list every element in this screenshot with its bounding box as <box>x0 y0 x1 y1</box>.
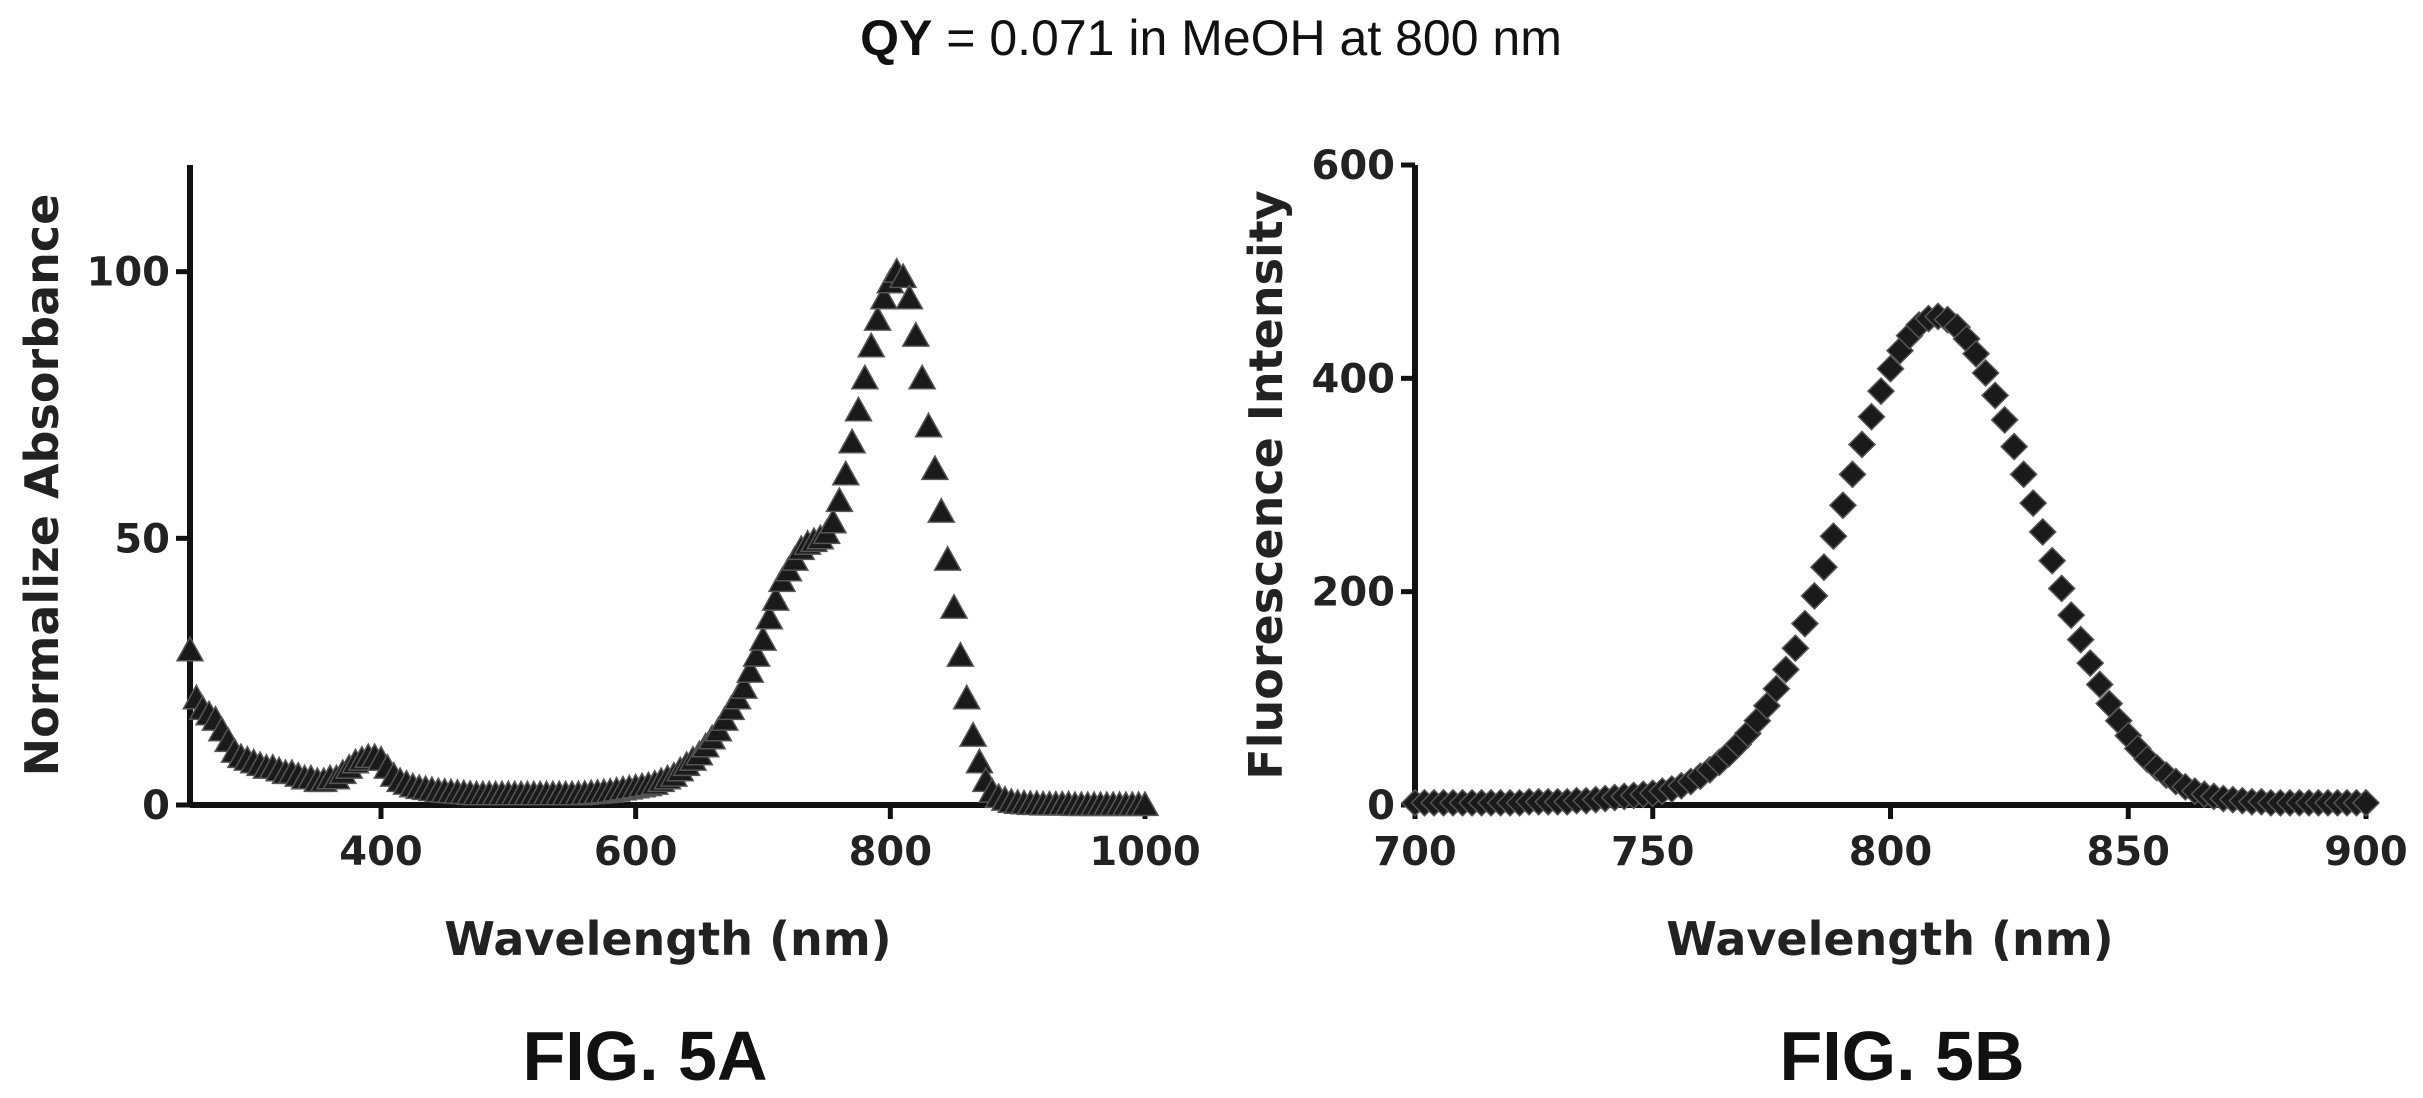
y-tick-label: 400 <box>1312 356 1396 402</box>
data-point <box>175 635 205 662</box>
panel-a-figure-label: FIG. 5A <box>522 1017 767 1095</box>
data-point <box>1762 674 1791 703</box>
data-point <box>946 641 975 667</box>
panel-b-x-axis-label: Wavelength (nm) <box>1666 912 2113 966</box>
data-point <box>1857 402 1886 431</box>
y-tick-label: 0 <box>1367 783 1395 829</box>
data-point <box>958 721 988 747</box>
data-point <box>831 459 861 486</box>
data-point <box>2076 649 2105 678</box>
data-point <box>869 283 899 310</box>
x-tick-label: 1000 <box>1089 829 1200 875</box>
data-point <box>825 486 854 513</box>
data-point <box>748 625 778 651</box>
panel-a: 0 50 100 400 600 800 1000 Wavelength (nm) Nor… <box>15 165 1201 1095</box>
data-point <box>1971 358 2000 388</box>
data-point <box>952 683 982 710</box>
data-point <box>1771 655 1800 684</box>
x-tick-label: 850 <box>2087 829 2171 875</box>
data-point <box>2038 546 2067 575</box>
data-point <box>755 603 784 630</box>
y-tick-label: 200 <box>1312 570 1396 616</box>
data-point <box>2028 517 2057 546</box>
data-point <box>1809 553 1838 582</box>
data-point <box>1790 609 1819 638</box>
data-point <box>863 305 892 331</box>
page-title: QY = 0.071 in MeOH at 800 nm <box>860 10 1562 66</box>
panel-a-x-ticks: 400 600 800 1000 <box>339 805 1201 875</box>
data-point <box>920 454 950 481</box>
data-point <box>735 657 765 683</box>
y-tick-label: 50 <box>114 516 170 562</box>
panel-b-y-axis-label: Fluorescence Intensity <box>1239 190 1293 779</box>
panel-b-y-ticks: 0 200 400 600 <box>1312 143 1415 829</box>
data-point <box>2066 625 2095 654</box>
panel-b: 0 200 400 600 700 750 800 850 900 Wavelength (n… <box>1239 143 2408 1095</box>
panel-a-series <box>175 257 1160 817</box>
panel-b-figure-label: FIG. 5B <box>1779 1017 2024 1095</box>
data-point <box>1781 634 1810 663</box>
data-point <box>2000 432 2029 461</box>
data-point <box>2057 601 2086 630</box>
data-point <box>2085 670 2114 699</box>
data-point <box>895 283 924 310</box>
data-point <box>926 497 956 523</box>
data-point <box>742 641 771 667</box>
y-tick-label: 0 <box>142 783 170 829</box>
data-point <box>939 593 969 619</box>
y-tick-label: 600 <box>1312 143 1396 189</box>
data-point <box>1847 430 1877 459</box>
data-point <box>2009 460 2038 489</box>
data-point <box>914 411 943 438</box>
title-bold-part: QY <box>860 10 932 66</box>
title-rest-part: = 0.071 in MeOH at 800 nm <box>932 10 1562 66</box>
x-tick-label: 750 <box>1611 829 1695 875</box>
data-point <box>1838 460 1867 489</box>
data-point <box>2351 788 2381 817</box>
panel-b-series <box>1400 302 2381 817</box>
x-tick-label: 400 <box>339 829 423 875</box>
data-point <box>965 747 994 774</box>
data-point <box>1876 354 1905 383</box>
data-point <box>837 427 867 454</box>
x-tick-label: 900 <box>2324 829 2408 875</box>
data-point <box>1800 581 1829 610</box>
data-point <box>844 395 873 422</box>
x-tick-label: 600 <box>594 829 678 875</box>
panel-a-y-ticks: 0 50 100 <box>87 250 190 829</box>
data-point <box>761 585 791 611</box>
data-point <box>1990 405 2019 434</box>
data-point <box>888 262 918 289</box>
data-point <box>1819 522 1848 551</box>
data-point <box>2047 574 2076 603</box>
x-tick-label: 700 <box>1373 829 1457 875</box>
y-tick-label: 100 <box>87 250 171 296</box>
panel-b-x-ticks: 700 750 800 850 900 <box>1373 805 2408 875</box>
panel-a-x-axis-label: Wavelength (nm) <box>444 912 891 966</box>
data-point <box>856 331 886 358</box>
data-point <box>2019 489 2048 518</box>
data-point <box>1828 491 1858 520</box>
data-point <box>901 321 931 347</box>
data-point <box>907 363 937 390</box>
data-point <box>1130 790 1160 817</box>
data-point <box>933 545 962 571</box>
data-point <box>1962 339 1991 368</box>
data-point <box>1981 381 2010 410</box>
data-point <box>1866 377 1896 406</box>
data-point <box>850 363 880 390</box>
data-point <box>818 507 848 534</box>
panel-a-y-axis-label: Normalize Absorbance <box>15 194 69 777</box>
data-point <box>729 673 759 699</box>
x-tick-label: 800 <box>1849 829 1933 875</box>
x-tick-label: 800 <box>849 829 933 875</box>
